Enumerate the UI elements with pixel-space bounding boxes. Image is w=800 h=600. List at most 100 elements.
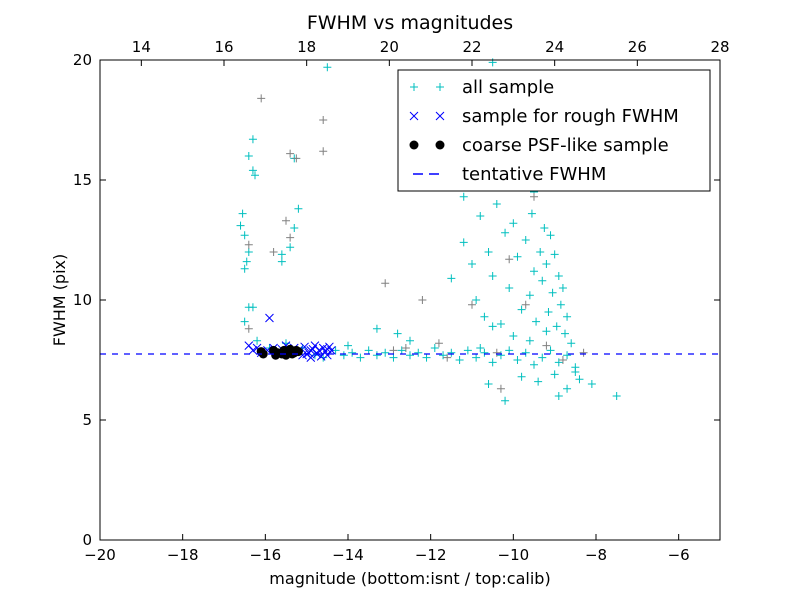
data-point-all-sample: [501, 396, 510, 405]
data-point-all-sample: [397, 346, 406, 355]
x-tick-label: −16: [250, 546, 282, 564]
data-point-all-sample: [240, 317, 249, 326]
data-point-all-sample: [484, 380, 493, 388]
data-point-all-sample: [554, 392, 563, 400]
data-point-all-sample: [530, 360, 538, 369]
data-point-all-sample: [244, 152, 253, 160]
legend: all sample sample for rough FWHM coarse PS…: [397, 69, 711, 192]
data-point-unlabeled: [496, 384, 505, 393]
y-tick-label: 10: [73, 291, 92, 309]
data-point-unlabeled: [244, 324, 253, 333]
data-point-unlabeled: [389, 346, 398, 355]
data-point-all-sample: [492, 200, 501, 208]
data-point-all-sample: [348, 348, 357, 357]
data-point-all-sample: [571, 368, 580, 376]
data-point-all-sample: [554, 358, 563, 367]
data-point-all-sample: [484, 248, 493, 256]
data-point-all-sample: [472, 353, 481, 362]
data-point-all-sample: [253, 336, 262, 345]
data-point-unlabeled: [521, 300, 530, 309]
data-point-all-sample: [542, 327, 551, 336]
data-point-all-sample: [587, 380, 596, 388]
data-point-all-sample: [406, 351, 414, 360]
top-tick-label: 14: [132, 38, 151, 56]
data-point-all-sample: [536, 248, 545, 256]
data-point-all-sample: [521, 236, 530, 244]
data-point-all-sample: [248, 303, 257, 312]
data-point-all-sample: [364, 346, 373, 355]
data-point-all-sample: [468, 260, 476, 268]
data-point-coarse-psf-like-sample: [293, 347, 303, 357]
x-tick-label: −6: [668, 546, 690, 564]
data-point-all-sample: [513, 252, 522, 261]
data-point-all-sample: [455, 356, 464, 364]
x-axis-label: magnitude (bottom:isnt / top:calib): [269, 569, 550, 588]
data-point-all-sample: [513, 356, 522, 364]
data-point-all-sample: [550, 370, 559, 379]
data-point-unlabeled: [401, 344, 410, 352]
top-tick-label: 26: [628, 38, 647, 56]
data-point-all-sample: [546, 231, 555, 240]
data-point-all-sample: [517, 305, 526, 314]
legend-entry: all sample: [410, 77, 554, 98]
data-point-unlabeled: [579, 348, 588, 357]
data-point-all-sample: [414, 348, 423, 357]
data-point-all-sample: [372, 324, 381, 333]
top-tick-label: 18: [297, 38, 316, 56]
data-point-all-sample: [548, 288, 557, 297]
data-point-all-sample: [552, 322, 561, 331]
data-point-all-sample: [505, 284, 514, 292]
data-point-unlabeled: [319, 147, 328, 156]
data-point-all-sample: [538, 353, 547, 362]
data-point-all-sample: [480, 348, 489, 357]
data-point-unlabeled: [269, 248, 278, 256]
data-point-sample-for-rough-fwhm: [322, 344, 332, 354]
data-point-all-sample: [439, 351, 448, 360]
data-point-all-sample: [447, 348, 456, 357]
data-point-all-sample: [558, 284, 567, 292]
data-point-all-sample: [393, 329, 402, 338]
data-point-all-sample: [496, 351, 505, 360]
data-point-coarse-psf-like-sample: [258, 349, 268, 359]
top-tick-label: 16: [214, 38, 233, 56]
chart-title: FWHM vs magnitudes: [307, 12, 513, 34]
data-point-all-sample: [381, 348, 390, 357]
data-point-unlabeled: [286, 149, 295, 158]
data-point-all-sample: [240, 264, 249, 273]
legend-marker: [436, 83, 444, 91]
legend-label: sample for rough FWHM: [462, 106, 679, 127]
data-point-unlabeled: [282, 216, 290, 225]
data-point-all-sample: [323, 63, 332, 72]
x-tick-label: −20: [84, 546, 116, 564]
legend-label: tentative FWHM: [462, 164, 606, 185]
data-point-all-sample: [294, 204, 303, 213]
data-point-unlabeled: [530, 192, 538, 201]
data-point-all-sample: [527, 209, 536, 218]
data-point-all-sample: [422, 353, 431, 362]
data-point-unlabeled: [492, 348, 501, 357]
data-point-all-sample: [344, 341, 352, 350]
data-point-all-sample: [525, 291, 534, 300]
data-point-all-sample: [561, 329, 569, 338]
data-point-all-sample: [447, 274, 456, 283]
data-point-all-sample: [238, 209, 247, 218]
data-point-all-sample: [248, 166, 257, 175]
data-point-all-sample: [277, 257, 286, 266]
data-point-all-sample: [430, 344, 439, 352]
data-point-all-sample: [286, 243, 295, 252]
y-tick-label: 15: [73, 171, 92, 189]
top-tick-label: 24: [545, 38, 564, 56]
data-point-all-sample: [242, 257, 251, 266]
top-tick-label: 20: [380, 38, 399, 56]
data-point-all-sample: [248, 135, 257, 144]
x-tick-label: −8: [585, 546, 607, 564]
data-point-all-sample: [240, 231, 249, 240]
x-tick-label: −10: [498, 546, 530, 564]
data-point-unlabeled: [257, 94, 266, 103]
data-point-unlabeled: [443, 353, 452, 362]
data-point-all-sample: [540, 224, 549, 232]
data-point-all-sample: [496, 320, 505, 328]
data-point-all-sample: [556, 300, 565, 309]
data-point-unlabeled: [292, 154, 301, 163]
